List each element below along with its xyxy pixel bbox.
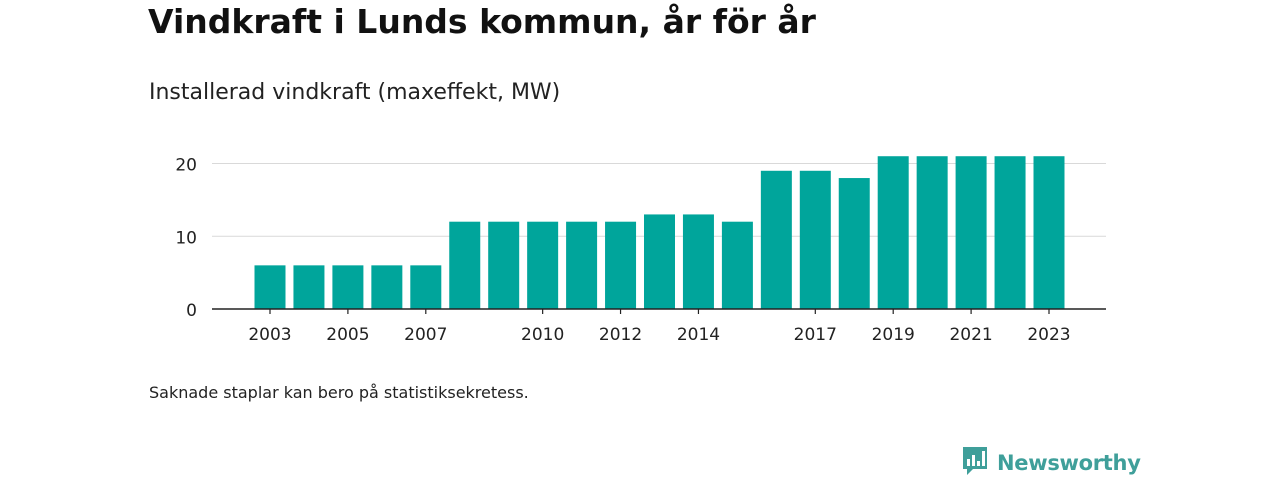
brand-name: Newsworthy <box>997 451 1141 475</box>
x-tick-label: 2007 <box>404 325 447 345</box>
axes <box>212 308 1106 314</box>
x-tick-label: 2012 <box>599 325 642 345</box>
bar-2005 <box>332 265 364 309</box>
brand-logo: Newsworthy <box>961 446 1141 480</box>
bars <box>254 156 1065 310</box>
bar-2015 <box>721 221 753 309</box>
bar-2022 <box>994 156 1026 309</box>
bar-2016 <box>760 170 792 309</box>
bar-chart-speech-bubble-icon <box>961 445 989 481</box>
bar-2007 <box>410 265 442 309</box>
x-tick-label: 2019 <box>872 325 915 345</box>
bar-2008 <box>449 221 481 309</box>
x-tick-label: 2010 <box>521 325 564 345</box>
x-tick-label: 2021 <box>949 325 992 345</box>
chart-subtitle: Installerad vindkraft (maxeffekt, MW) <box>149 80 561 105</box>
chart-title: Vindkraft i Lunds kommun, år för år <box>148 2 816 41</box>
bar-2006 <box>371 265 403 309</box>
bar-2019 <box>877 156 909 309</box>
y-tick-label: 20 <box>175 156 197 176</box>
bar-2017 <box>799 170 831 309</box>
x-tick-label: 2017 <box>794 325 837 345</box>
tick-labels: 0 10 20 2003 2005 2007 2010 2012 2014 2017 2019 202… <box>175 156 1070 346</box>
bar-2004 <box>293 265 325 309</box>
bar-2018 <box>838 178 870 309</box>
bar-2020 <box>916 156 948 309</box>
x-tick-label: 2003 <box>248 325 291 345</box>
bar-2012 <box>605 221 637 309</box>
y-tick-label: 10 <box>175 228 197 248</box>
bar-2003 <box>254 265 286 309</box>
bar-2011 <box>566 221 598 309</box>
bar-2014 <box>682 214 714 310</box>
x-tick-label: 2023 <box>1027 325 1070 345</box>
bar-2023 <box>1033 156 1065 309</box>
bar-2009 <box>488 221 520 309</box>
x-tick-label: 2014 <box>677 325 720 345</box>
x-tick-label: 2005 <box>326 325 369 345</box>
y-tick-label: 0 <box>186 301 197 321</box>
bar-2010 <box>527 221 559 309</box>
bar-2021 <box>955 156 987 309</box>
bar-2013 <box>644 214 675 310</box>
footnote: Saknade staplar kan bero på statistiksek… <box>149 383 529 402</box>
